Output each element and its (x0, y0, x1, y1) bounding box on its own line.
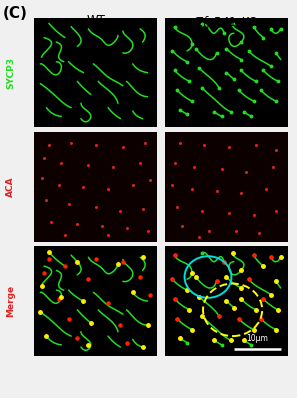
Text: $\mathit{Zfp541}$ $\mathit{KO}$: $\mathit{Zfp541}$ $\mathit{KO}$ (194, 14, 259, 31)
Text: WT: WT (86, 14, 105, 27)
Text: SYCP3: SYCP3 (6, 57, 15, 89)
Text: Merge: Merge (6, 285, 15, 317)
Text: 10μm: 10μm (246, 334, 268, 343)
Text: (C): (C) (3, 6, 28, 21)
Text: ACA: ACA (6, 177, 15, 197)
